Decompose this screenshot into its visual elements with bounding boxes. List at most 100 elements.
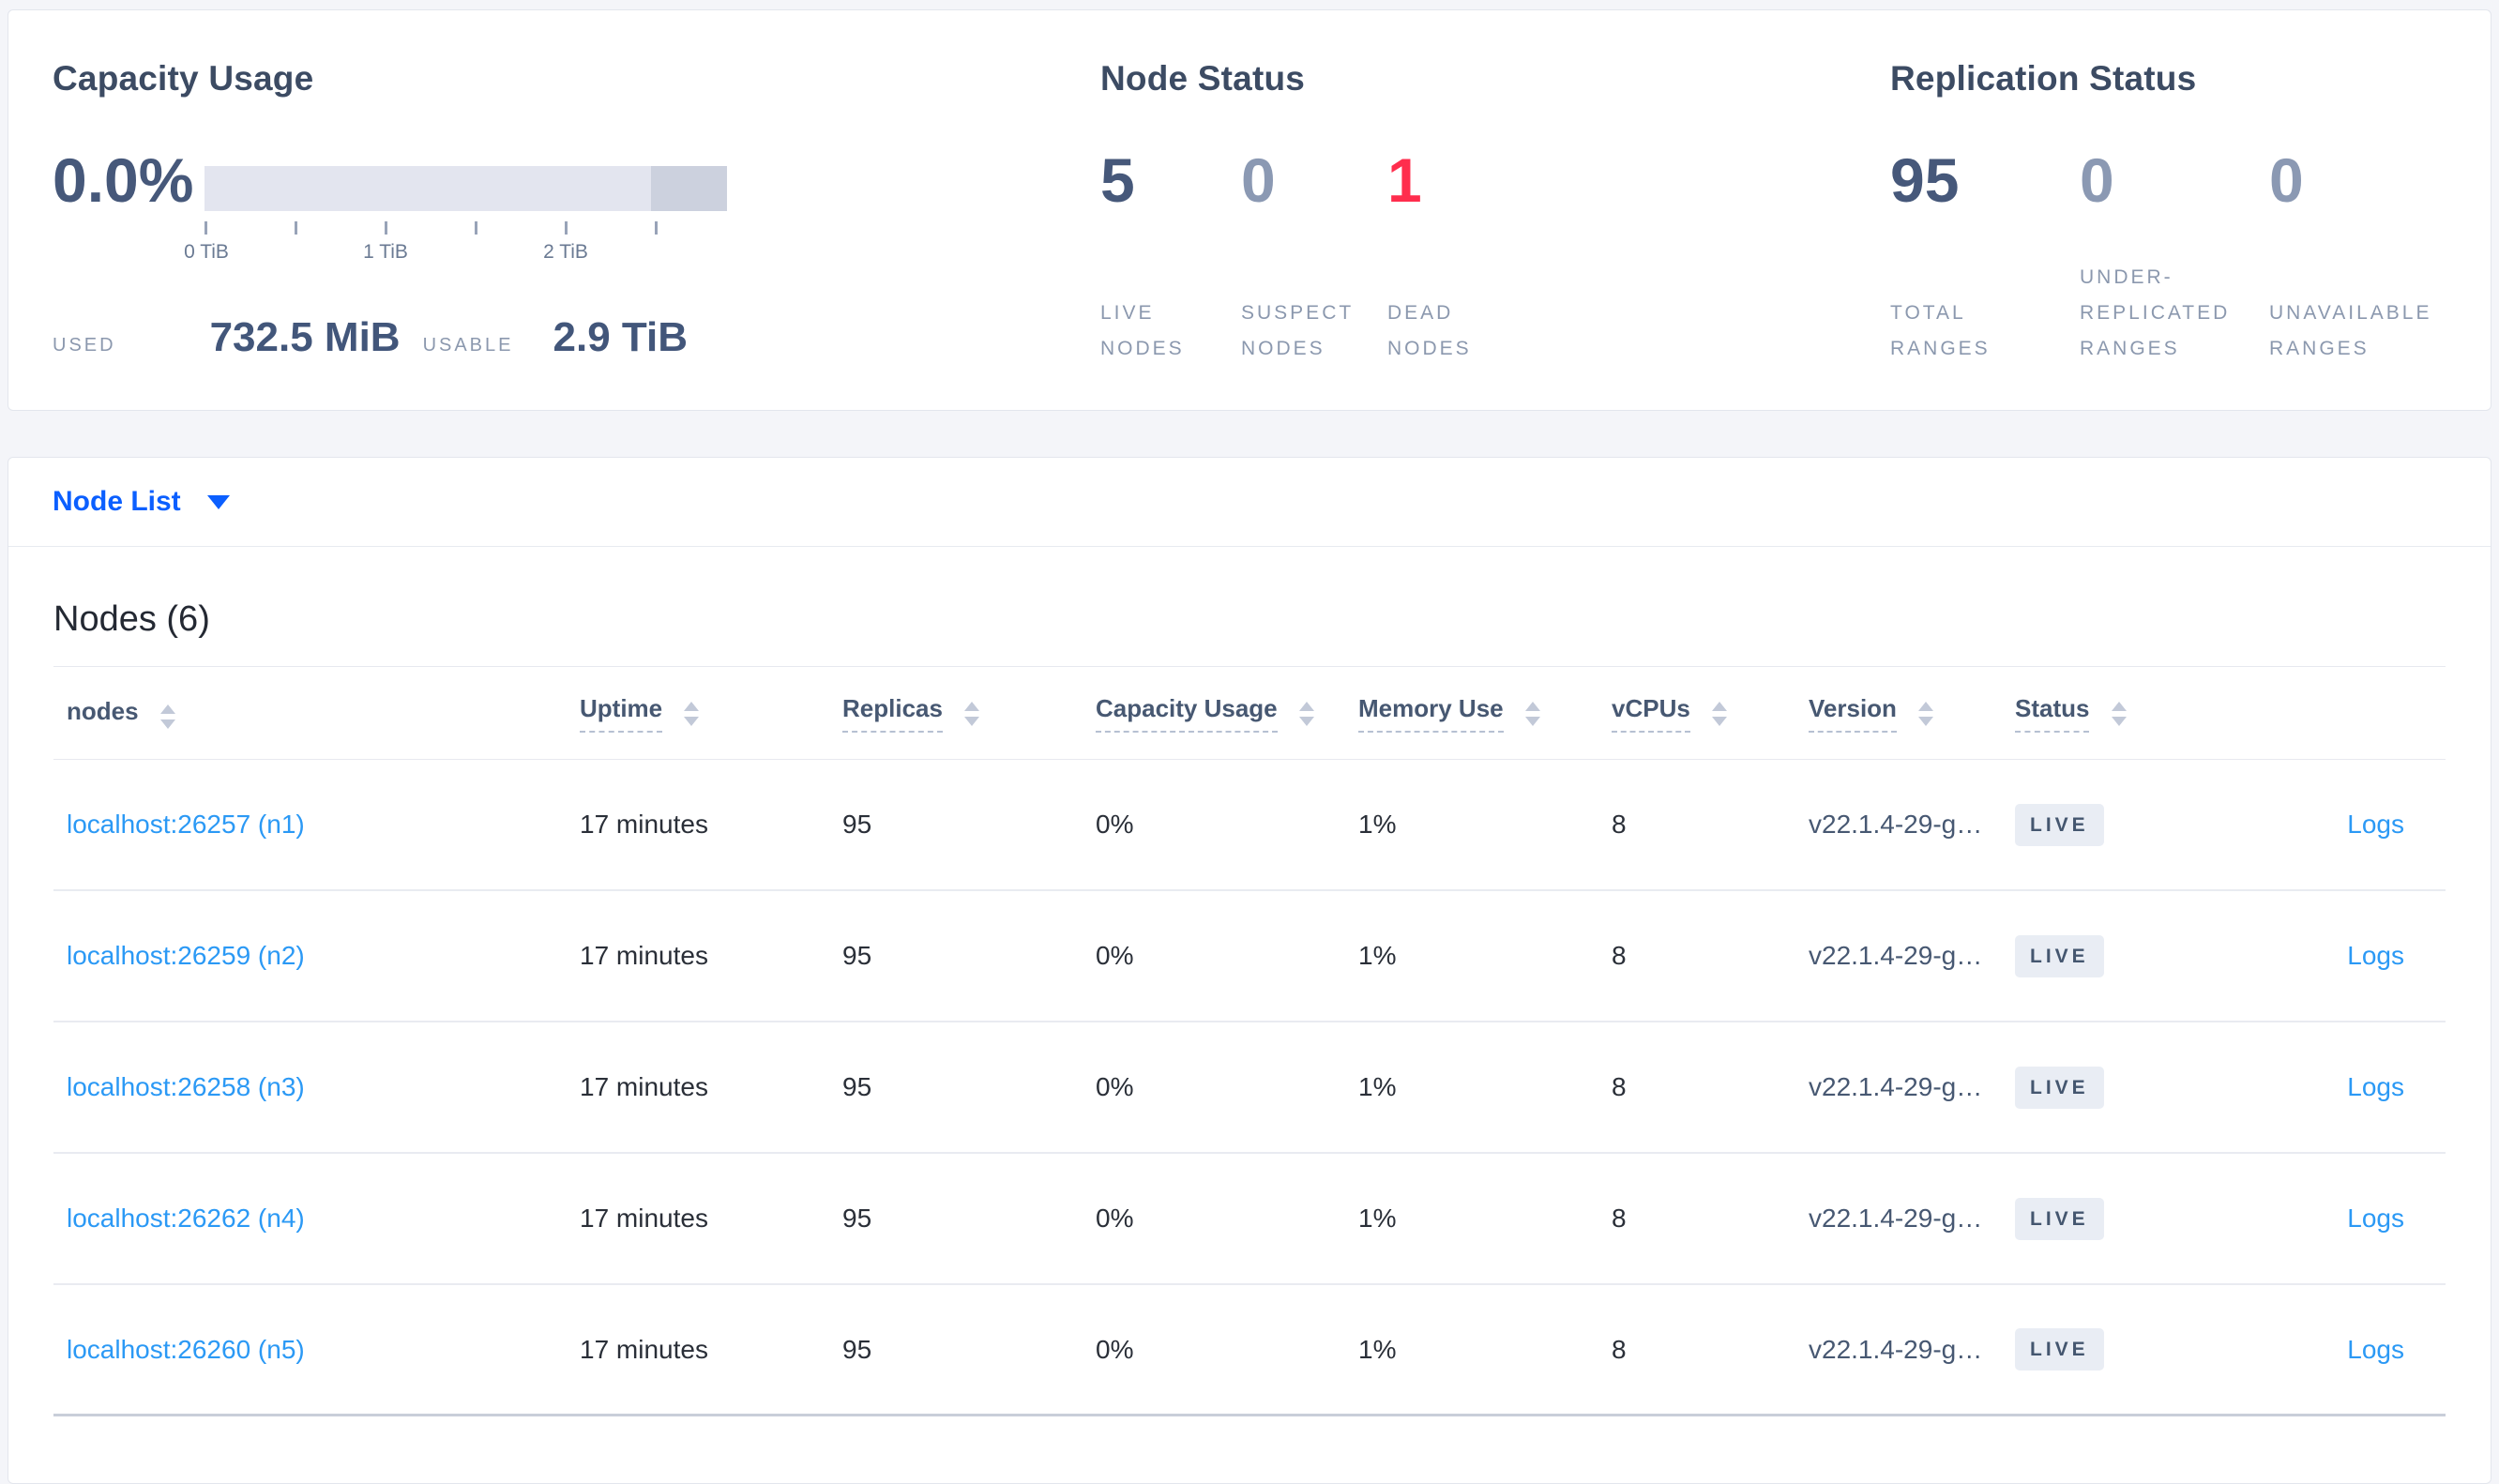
sort-icon [1918,701,1934,726]
under-replicated-ranges-label: UNDER-REPLICATED RANGES [2080,266,2231,359]
uptime-cell: 17 minutes [580,1204,708,1233]
column-header-status[interactable]: Status [2015,694,2278,733]
column-header-memory-use[interactable]: Memory Use [1358,694,1612,733]
memory-use-cell: 1% [1358,1072,1397,1101]
uptime-cell: 17 minutes [580,1334,708,1364]
axis-tick [295,221,297,235]
unavailable-ranges-count: 0 [2269,145,2304,215]
logs-link[interactable]: Logs [2347,1072,2404,1101]
capacity-percent: 0.0% [53,145,194,215]
vcpus-cell: 8 [1612,1334,1627,1364]
under-replicated-ranges-count: 0 [2080,145,2114,215]
nodes-table: nodes Uptime Replicas Capacity Usage Mem… [53,666,2446,1416]
capacity-usage-cell: 0% [1096,1334,1134,1364]
axis-tick [655,221,658,235]
status-badge: LIVE [2015,934,2104,977]
usable-label: USABLE [422,335,514,356]
node-link[interactable]: localhost:26257 (n1) [67,810,305,839]
capacity-usage-cell: 0% [1096,941,1134,970]
sort-icon [159,704,175,729]
axis-tick-label: 0 TiB [184,241,229,263]
column-header-version[interactable]: Version [1809,694,2015,733]
replicas-cell: 95 [842,1334,872,1364]
sort-icon [1524,701,1540,726]
column-header-capacity-usage[interactable]: Capacity Usage [1096,694,1358,733]
status-cell: LIVE [2015,934,2278,977]
node-link[interactable]: localhost:26259 (n2) [67,941,305,970]
vcpus-cell: 8 [1612,941,1627,970]
sort-icon [1298,701,1314,726]
axis-tick-label: 1 TiB [363,241,408,263]
dead-nodes-label: DEAD NODES [1387,302,1472,359]
axis-tick [565,221,568,235]
table-row: localhost:26262 (n4) 17 minutes 95 0% 1%… [53,1154,2446,1285]
column-header-replicas[interactable]: Replicas [842,694,1096,733]
version-cell: v22.1.4-29-g… [1809,1204,1983,1233]
chevron-down-icon [206,494,230,509]
node-link[interactable]: localhost:26262 (n4) [67,1204,305,1233]
node-link[interactable]: localhost:26260 (n5) [67,1334,305,1364]
replication-status-title: Replication Status [1890,59,2197,98]
live-nodes-count: 5 [1100,145,1135,215]
node-list-dropdown-label: Node List [53,486,181,517]
logs-link[interactable]: Logs [2347,1334,2404,1364]
memory-use-cell: 1% [1358,810,1397,839]
vcpus-cell: 8 [1612,1204,1627,1233]
table-row: localhost:26259 (n2) 17 minutes 95 0% 1%… [53,891,2446,1022]
version-cell: v22.1.4-29-g… [1809,1072,1983,1101]
uptime-cell: 17 minutes [580,941,708,970]
table-row: localhost:26258 (n3) 17 minutes 95 0% 1%… [53,1022,2446,1154]
sort-icon [1712,701,1728,726]
uptime-cell: 17 minutes [580,810,708,839]
capacity-used-usable-row: USED 732.5 MiB USABLE 2.9 TiB [53,314,688,361]
capacity-bar-unusable-segment [651,166,727,211]
node-list-dropdown[interactable]: Node List [8,458,2491,547]
unavailable-ranges-label: UNAVAILABLE RANGES [2269,302,2432,359]
node-list-card: Node List Nodes (6) nodes Uptime Replica… [8,457,2491,1484]
nodes-count-heading: Nodes (6) [53,599,210,639]
status-badge: LIVE [2015,803,2104,846]
capacity-usage-title: Capacity Usage [53,59,314,98]
table-row: localhost:26260 (n5) 17 minutes 95 0% 1%… [53,1285,2446,1416]
replicas-cell: 95 [842,941,872,970]
axis-tick [204,221,207,235]
capacity-usage-cell: 0% [1096,810,1134,839]
capacity-usage-cell: 0% [1096,1204,1134,1233]
logs-link[interactable]: Logs [2347,1204,2404,1233]
version-cell: v22.1.4-29-g… [1809,810,1983,839]
logs-link[interactable]: Logs [2347,941,2404,970]
version-cell: v22.1.4-29-g… [1809,1334,1983,1364]
logs-link[interactable]: Logs [2347,810,2404,839]
replicas-cell: 95 [842,1204,872,1233]
memory-use-cell: 1% [1358,941,1397,970]
status-cell: LIVE [2015,1066,2278,1109]
nodes-section: Nodes (6) nodes Uptime Replicas Capacity… [8,547,2491,1416]
node-link[interactable]: localhost:26258 (n3) [67,1072,305,1101]
replicas-cell: 95 [842,1072,872,1101]
node-status-title: Node Status [1100,59,1306,98]
status-badge: LIVE [2015,1328,2104,1370]
capacity-usage-cell: 0% [1096,1072,1134,1101]
status-cell: LIVE [2015,1197,2278,1240]
axis-tick [385,221,387,235]
vcpus-cell: 8 [1612,1072,1627,1101]
usable-value: 2.9 TiB [553,314,688,360]
suspect-nodes-count: 0 [1241,145,1276,215]
column-header-vcpus[interactable]: vCPUs [1612,694,1809,733]
vcpus-cell: 8 [1612,810,1627,839]
column-header-uptime[interactable]: Uptime [580,694,842,733]
memory-use-cell: 1% [1358,1204,1397,1233]
column-header-nodes[interactable]: nodes [53,697,580,729]
capacity-usage-bar: 0 TiB 1 TiB 2 TiB [184,166,727,263]
total-ranges-count: 95 [1890,145,1960,215]
memory-use-cell: 1% [1358,1334,1397,1364]
table-header-row: nodes Uptime Replicas Capacity Usage Mem… [53,666,2446,760]
status-cell: LIVE [2015,803,2278,846]
status-cell: LIVE [2015,1328,2278,1370]
suspect-nodes-label: SUSPECT NODES [1241,302,1354,359]
table-row: localhost:26257 (n1) 17 minutes 95 0% 1%… [53,760,2446,891]
status-badge: LIVE [2015,1066,2104,1109]
sort-icon [684,701,700,726]
axis-tick-label: 2 TiB [543,241,588,263]
sort-icon [2111,701,2127,726]
